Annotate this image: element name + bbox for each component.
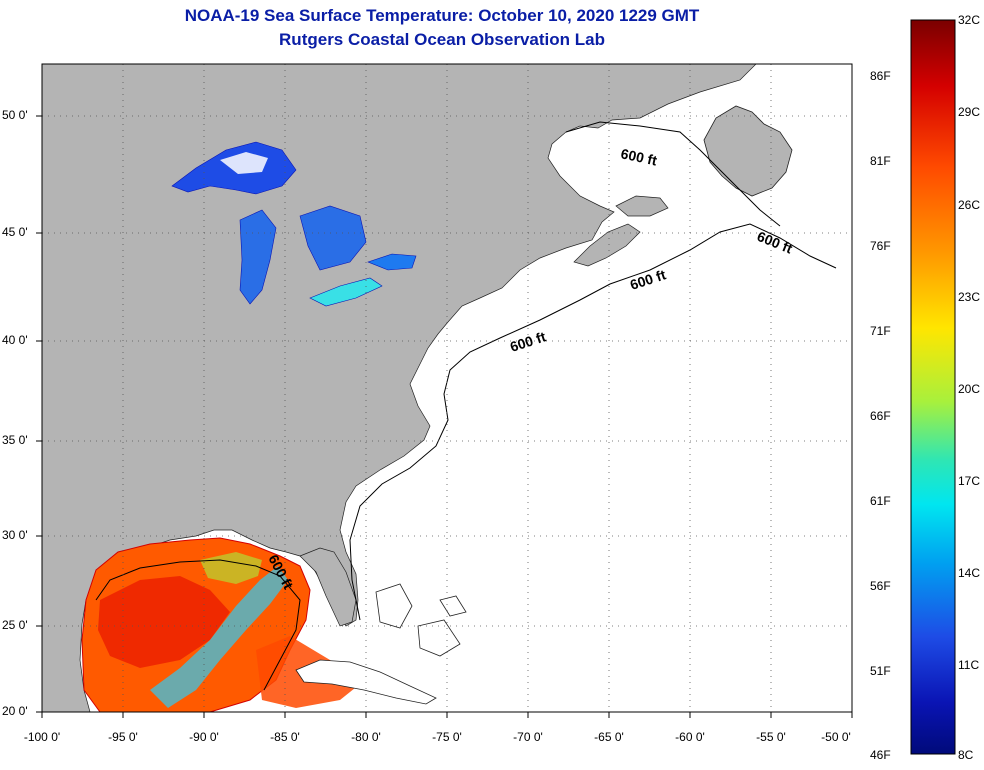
colorbar-label-f: 71F (870, 324, 891, 338)
lon-tick: -75 0' (432, 730, 462, 744)
newfoundland-land (703, 105, 793, 197)
lon-tick: -100 0' (23, 730, 61, 744)
lon-tick: -70 0' (513, 730, 543, 744)
lon-tick: -90 0' (189, 730, 219, 744)
lake-michigan (239, 209, 277, 305)
map-subtitle: Rutgers Coastal Ocean Observation Lab (279, 30, 605, 49)
colorbar-label-f: 51F (870, 664, 891, 678)
colorbar-label-c: 23C (958, 290, 981, 304)
cape-breton-land (615, 195, 669, 217)
contour-label: 600 ft (619, 145, 658, 168)
colorbar-label-f: 81F (870, 154, 891, 168)
colorbar-label-f: 56F (870, 579, 891, 593)
lake-erie (309, 277, 383, 307)
colorbar-label-f: 61F (870, 494, 891, 508)
colorbar-label-f: 46F (870, 748, 891, 762)
axis-ticks (36, 115, 853, 718)
lon-tick: -85 0' (270, 730, 300, 744)
isobath-600ft-gulf (95, 559, 301, 691)
lat-tick: 30 0' (2, 528, 28, 542)
lake-ontario (367, 253, 417, 271)
colorbar-label-f: 86F (870, 69, 891, 83)
colorbar-label-c: 11C (958, 658, 980, 672)
florida-land (299, 547, 357, 627)
colorbar-label-f: 76F (870, 239, 891, 253)
colorbar-label-c: 26C (958, 198, 981, 212)
colorbar-label-c: 29C (958, 105, 981, 119)
graticule (42, 64, 852, 712)
north-america-land (42, 64, 757, 712)
lat-tick: 50 0' (2, 108, 28, 122)
colorbar-label-c: 17C (958, 474, 981, 488)
colorbar (910, 19, 956, 755)
lat-tick: 45 0' (2, 225, 28, 239)
lake-superior-ice (220, 152, 268, 174)
lon-tick: -65 0' (594, 730, 624, 744)
lat-tick: 35 0' (2, 433, 28, 447)
colorbar-label-f: 66F (870, 409, 891, 423)
gulf-sst-cool-streak (150, 566, 288, 708)
colorbar-label-c: 32C (958, 13, 981, 27)
lat-tick: 25 0' (2, 618, 28, 632)
colorbar-label-c: 8C (958, 748, 974, 762)
nova-scotia-land (573, 223, 641, 267)
lat-tick: 20 0' (2, 704, 28, 718)
lon-tick: -55 0' (756, 730, 786, 744)
lon-tick: -80 0' (351, 730, 381, 744)
lake-huron (299, 205, 367, 271)
colorbar-label-c: 20C (958, 382, 981, 396)
isobath-600ft-north (565, 121, 781, 227)
lon-tick: -60 0' (675, 730, 705, 744)
map-title: NOAA-19 Sea Surface Temperature: October… (184, 6, 700, 25)
lon-tick: -95 0' (108, 730, 138, 744)
lat-tick: 40 0' (2, 333, 28, 347)
colorbar-label-c: 14C (958, 566, 981, 580)
lon-tick: -50 0' (821, 730, 851, 744)
gulf-sst-hot (98, 576, 230, 668)
isobath-600ft (349, 223, 837, 621)
